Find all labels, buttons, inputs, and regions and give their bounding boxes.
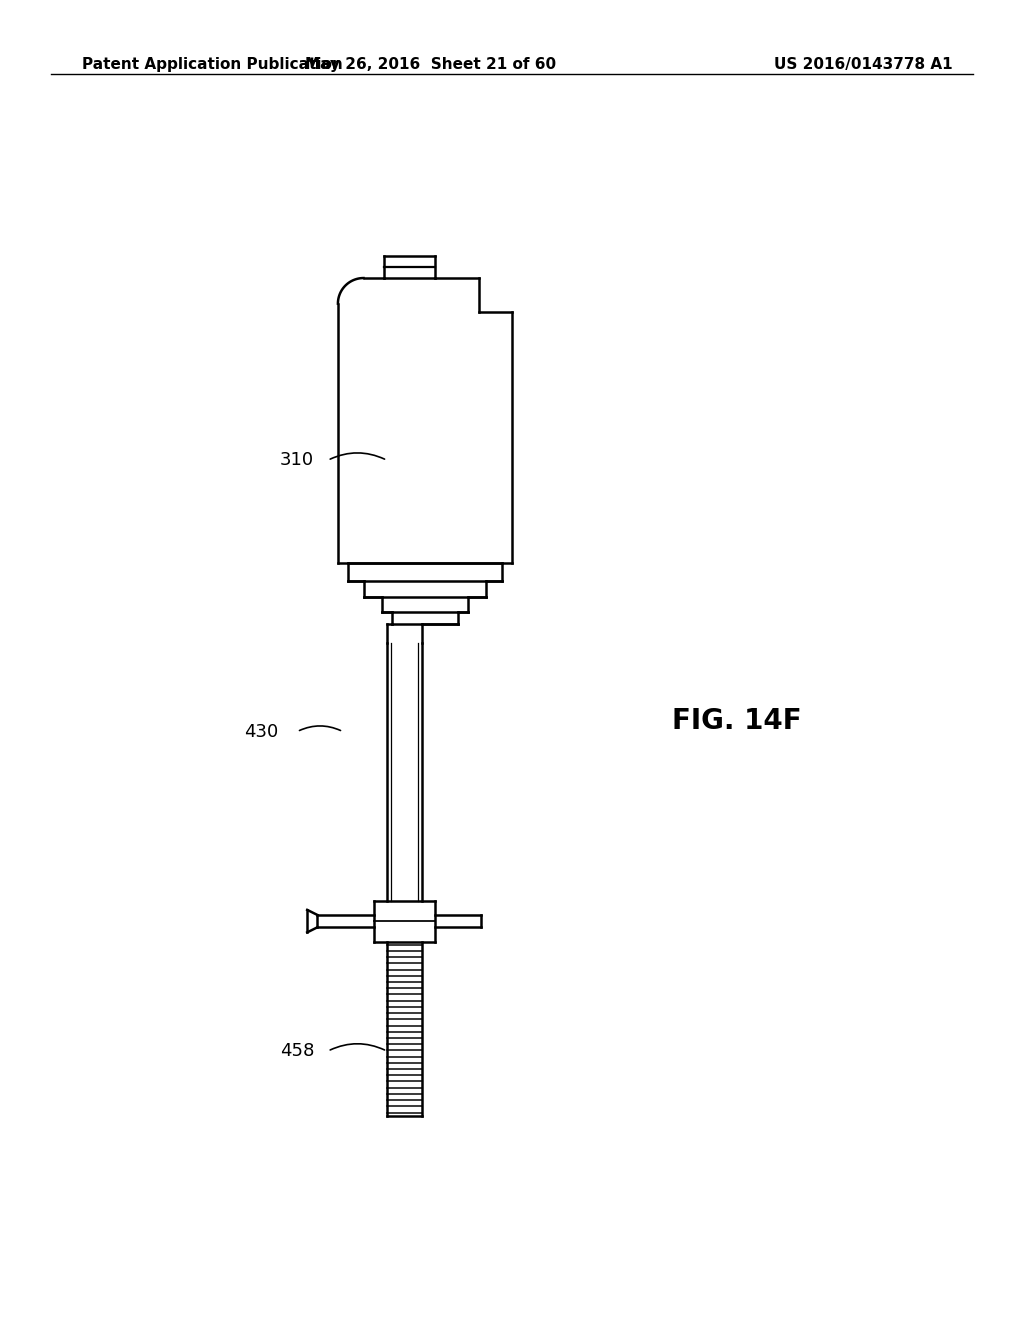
- Text: 430: 430: [244, 722, 279, 741]
- Text: FIG. 14F: FIG. 14F: [673, 708, 802, 735]
- Text: 310: 310: [280, 451, 314, 470]
- Text: US 2016/0143778 A1: US 2016/0143778 A1: [774, 57, 952, 71]
- Text: May 26, 2016  Sheet 21 of 60: May 26, 2016 Sheet 21 of 60: [304, 57, 556, 71]
- Text: Patent Application Publication: Patent Application Publication: [82, 57, 343, 71]
- Text: 458: 458: [280, 1043, 314, 1060]
